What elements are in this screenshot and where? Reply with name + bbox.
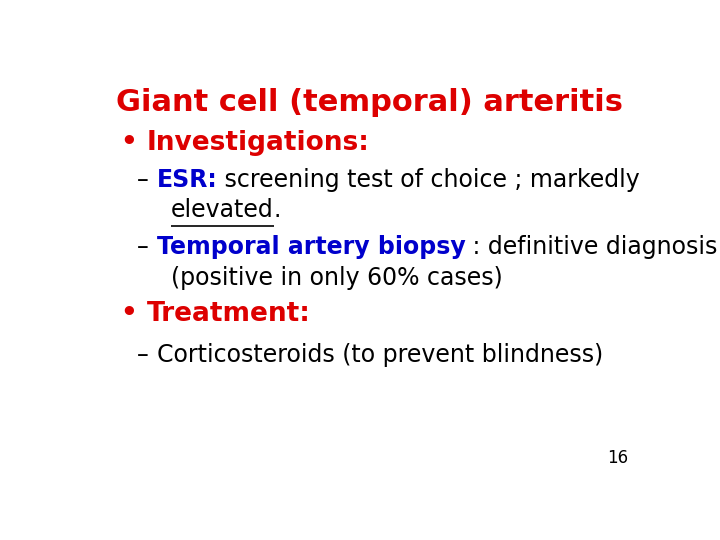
- Text: Corticosteroids (to prevent blindness): Corticosteroids (to prevent blindness): [157, 343, 603, 367]
- Text: screening test of choice ; markedly: screening test of choice ; markedly: [217, 168, 640, 192]
- Text: : definitive diagnosis: : definitive diagnosis: [465, 235, 718, 259]
- Text: •: •: [121, 301, 147, 327]
- Text: .: .: [274, 198, 281, 221]
- Text: –: –: [138, 235, 157, 259]
- Text: Treatment:: Treatment:: [147, 301, 310, 327]
- Text: –: –: [138, 168, 157, 192]
- Text: elevated: elevated: [171, 198, 274, 221]
- Text: (positive in only 60% cases): (positive in only 60% cases): [171, 266, 503, 290]
- Text: Temporal artery biopsy: Temporal artery biopsy: [157, 235, 465, 259]
- Text: –: –: [138, 343, 157, 367]
- Text: Investigations:: Investigations:: [147, 130, 369, 156]
- Text: 16: 16: [608, 449, 629, 467]
- Text: •: •: [121, 130, 147, 156]
- Text: ESR:: ESR:: [157, 168, 217, 192]
- Text: Giant cell (temporal) arteritis: Giant cell (temporal) arteritis: [115, 87, 623, 117]
